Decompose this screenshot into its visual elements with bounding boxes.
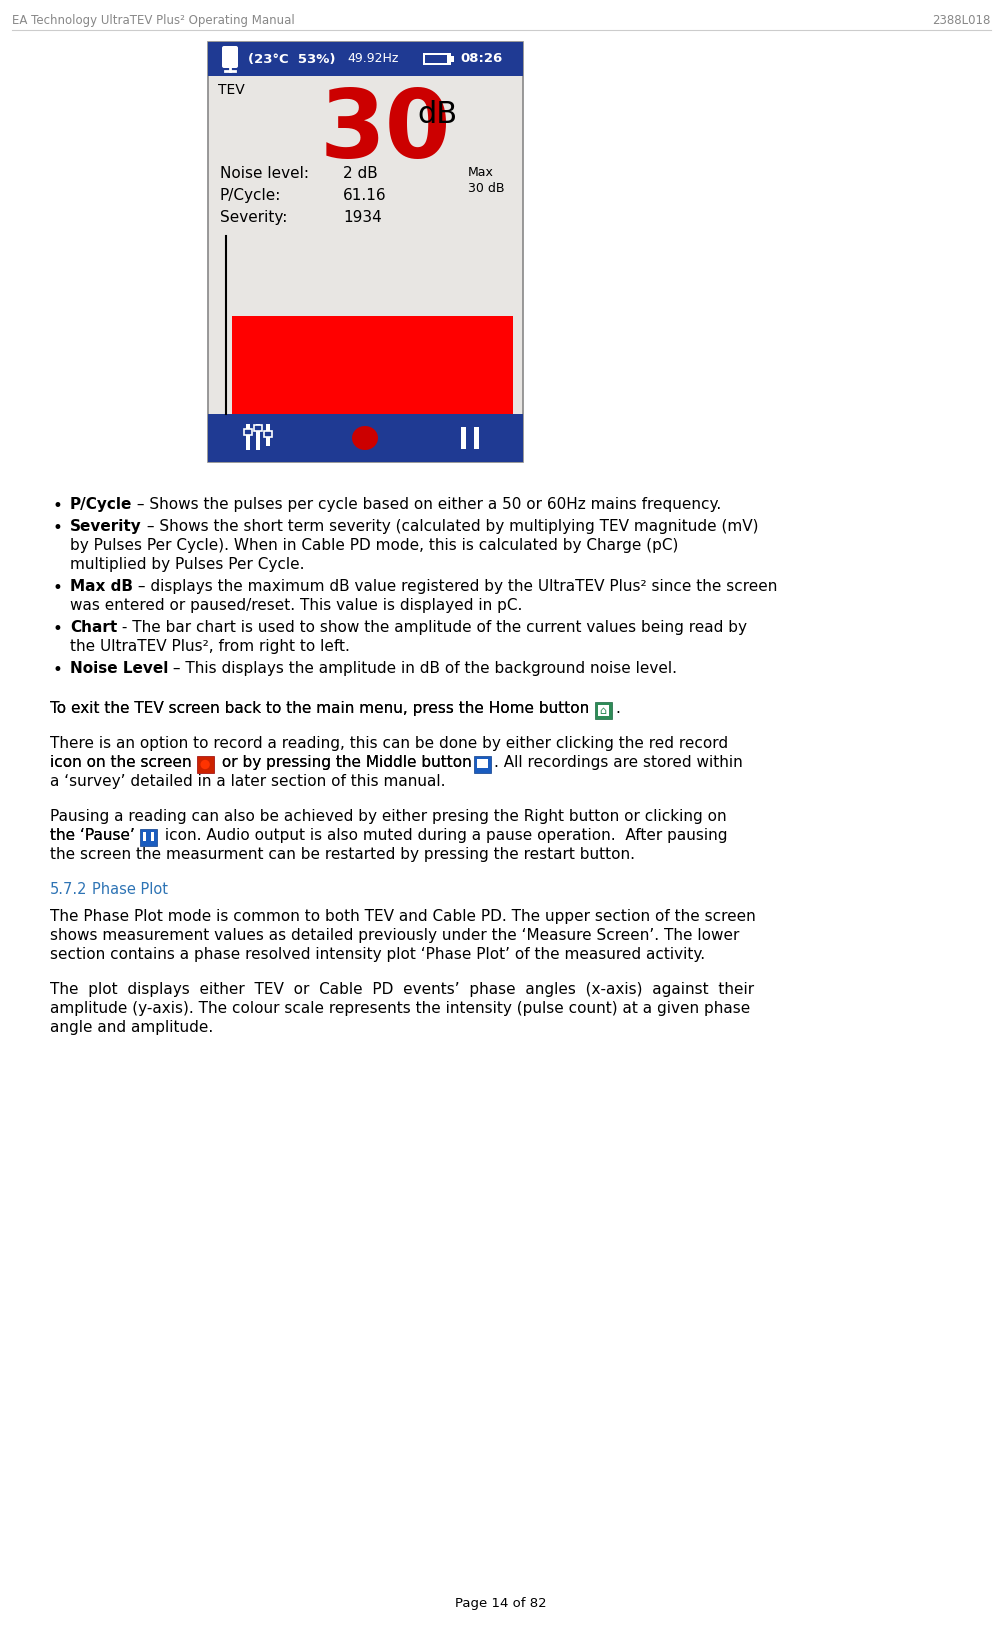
Bar — [245, 434, 249, 450]
Text: – displays the maximum dB value registered by the UltraTEV Plus² since the scree: – displays the maximum dB value register… — [133, 579, 777, 594]
Text: To exit the TEV screen back to the main menu, press the Home button: To exit the TEV screen back to the main … — [50, 702, 588, 716]
Bar — [207, 42, 522, 462]
Text: – Shows the pulses per cycle based on either a 50 or 60Hz mains frequency.: – Shows the pulses per cycle based on ei… — [132, 498, 720, 512]
Text: 61.16: 61.16 — [343, 188, 386, 202]
Text: section contains a phase resolved intensity plot ‘Phase Plot’ of the measured ac: section contains a phase resolved intens… — [50, 947, 704, 961]
Text: The Phase Plot mode is common to both TEV and Cable PD. The upper section of the: The Phase Plot mode is common to both TE… — [50, 909, 755, 924]
Bar — [597, 705, 608, 716]
Bar — [196, 756, 213, 774]
Ellipse shape — [352, 426, 378, 450]
Bar — [423, 52, 451, 65]
Text: or by pressing the Middle button: or by pressing the Middle button — [216, 756, 471, 770]
Text: the ‘Pause’: the ‘Pause’ — [50, 827, 134, 844]
Bar — [243, 429, 252, 436]
Bar — [477, 759, 488, 769]
Bar — [256, 424, 260, 428]
Text: – Shows the short term severity (calculated by multiplying TEV magnitude (mV): – Shows the short term severity (calcula… — [141, 519, 758, 534]
Bar — [266, 436, 270, 446]
Bar — [264, 431, 272, 437]
Text: dB: dB — [417, 100, 457, 129]
Text: – This displays the amplitude in dB of the background noise level.: – This displays the amplitude in dB of t… — [168, 661, 676, 676]
Bar — [254, 424, 262, 431]
Bar — [474, 756, 491, 774]
Bar — [142, 832, 145, 840]
Text: or by pressing the Middle button: or by pressing the Middle button — [216, 756, 471, 770]
Bar — [139, 829, 156, 845]
Text: 5.7.2: 5.7.2 — [50, 881, 87, 898]
Text: angle and amplitude.: angle and amplitude. — [50, 1020, 213, 1035]
Text: .: . — [614, 702, 619, 716]
Text: icon on the screen: icon on the screen — [50, 756, 191, 770]
Bar — [256, 429, 260, 450]
Text: ⌂: ⌂ — [599, 707, 606, 716]
Ellipse shape — [200, 761, 209, 769]
Bar — [207, 42, 522, 77]
Text: Page 14 of 82: Page 14 of 82 — [455, 1598, 546, 1611]
Text: P/Cycle:: P/Cycle: — [219, 188, 282, 202]
Text: Max dB: Max dB — [70, 579, 133, 594]
Text: 30 dB: 30 dB — [468, 183, 504, 194]
Text: by Pulses Per Cycle). When in Cable PD mode, this is calculated by Charge (pC): by Pulses Per Cycle). When in Cable PD m… — [70, 539, 677, 553]
Text: 08:26: 08:26 — [460, 52, 502, 65]
Text: 2388L018: 2388L018 — [932, 15, 990, 28]
Text: Noise Level: Noise Level — [70, 661, 168, 676]
Bar — [266, 424, 270, 434]
Text: the ‘Pause’: the ‘Pause’ — [50, 827, 134, 844]
Text: Chart: Chart — [70, 620, 117, 635]
Text: 1934: 1934 — [343, 211, 382, 225]
Bar — [474, 428, 479, 449]
Text: •: • — [53, 620, 63, 638]
Text: 49.92Hz: 49.92Hz — [347, 52, 398, 65]
Text: a ‘survey’ detailed in a later section of this manual.: a ‘survey’ detailed in a later section o… — [50, 774, 445, 788]
Bar — [207, 415, 522, 462]
Text: •: • — [53, 579, 63, 597]
Bar — [231, 317, 512, 415]
Bar — [461, 428, 466, 449]
Text: amplitude (y-axis). The colour scale represents the intensity (pulse count) at a: amplitude (y-axis). The colour scale rep… — [50, 1000, 749, 1017]
Text: the screen the measurment can be restarted by pressing the restart button.: the screen the measurment can be restart… — [50, 847, 634, 862]
Text: . All recordings are stored within: . All recordings are stored within — [494, 756, 742, 770]
Text: shows measurement values as detailed previously under the ‘Measure Screen’. The : shows measurement values as detailed pre… — [50, 929, 738, 943]
Text: multiplied by Pulses Per Cycle.: multiplied by Pulses Per Cycle. — [70, 557, 305, 571]
Bar — [150, 832, 153, 840]
Text: •: • — [53, 661, 63, 679]
Text: Severity:: Severity: — [219, 211, 288, 225]
Text: Pausing a reading can also be achieved by either presing the Right button or cli: Pausing a reading can also be achieved b… — [50, 809, 725, 824]
Text: - The bar chart is used to show the amplitude of the current values being read b: - The bar chart is used to show the ampl… — [117, 620, 746, 635]
Text: •: • — [53, 498, 63, 516]
FancyBboxPatch shape — [221, 46, 237, 69]
Text: TEV: TEV — [217, 83, 244, 96]
Text: •: • — [53, 519, 63, 537]
Text: There is an option to record a reading, this can be done by either clicking the : There is an option to record a reading, … — [50, 736, 727, 751]
Text: The  plot  displays  either  TEV  or  Cable  PD  events’  phase  angles  (x-axis: The plot displays either TEV or Cable PD… — [50, 982, 754, 997]
Text: 30: 30 — [319, 86, 450, 178]
Text: P/Cycle: P/Cycle — [70, 498, 132, 512]
Text: Phase Plot: Phase Plot — [92, 881, 167, 898]
Text: icon on the screen: icon on the screen — [50, 756, 191, 770]
Bar — [245, 424, 249, 432]
Bar — [451, 55, 454, 62]
Bar — [425, 55, 447, 64]
Text: To exit the TEV screen back to the main menu, press the Home button: To exit the TEV screen back to the main … — [50, 702, 588, 716]
Text: 2 dB: 2 dB — [343, 166, 378, 181]
Text: Noise level:: Noise level: — [219, 166, 309, 181]
Text: EA Technology UltraTEV Plus² Operating Manual: EA Technology UltraTEV Plus² Operating M… — [12, 15, 295, 28]
Text: (23°C  53%): (23°C 53%) — [247, 52, 335, 65]
Bar — [594, 702, 611, 720]
Text: Severity: Severity — [70, 519, 141, 534]
Text: Max: Max — [468, 166, 493, 180]
Text: was entered or paused/reset. This value is displayed in pC.: was entered or paused/reset. This value … — [70, 597, 522, 614]
Text: icon. Audio output is also muted during a pause operation.  After pausing: icon. Audio output is also muted during … — [159, 827, 726, 844]
Text: the UltraTEV Plus², from right to left.: the UltraTEV Plus², from right to left. — [70, 640, 350, 654]
